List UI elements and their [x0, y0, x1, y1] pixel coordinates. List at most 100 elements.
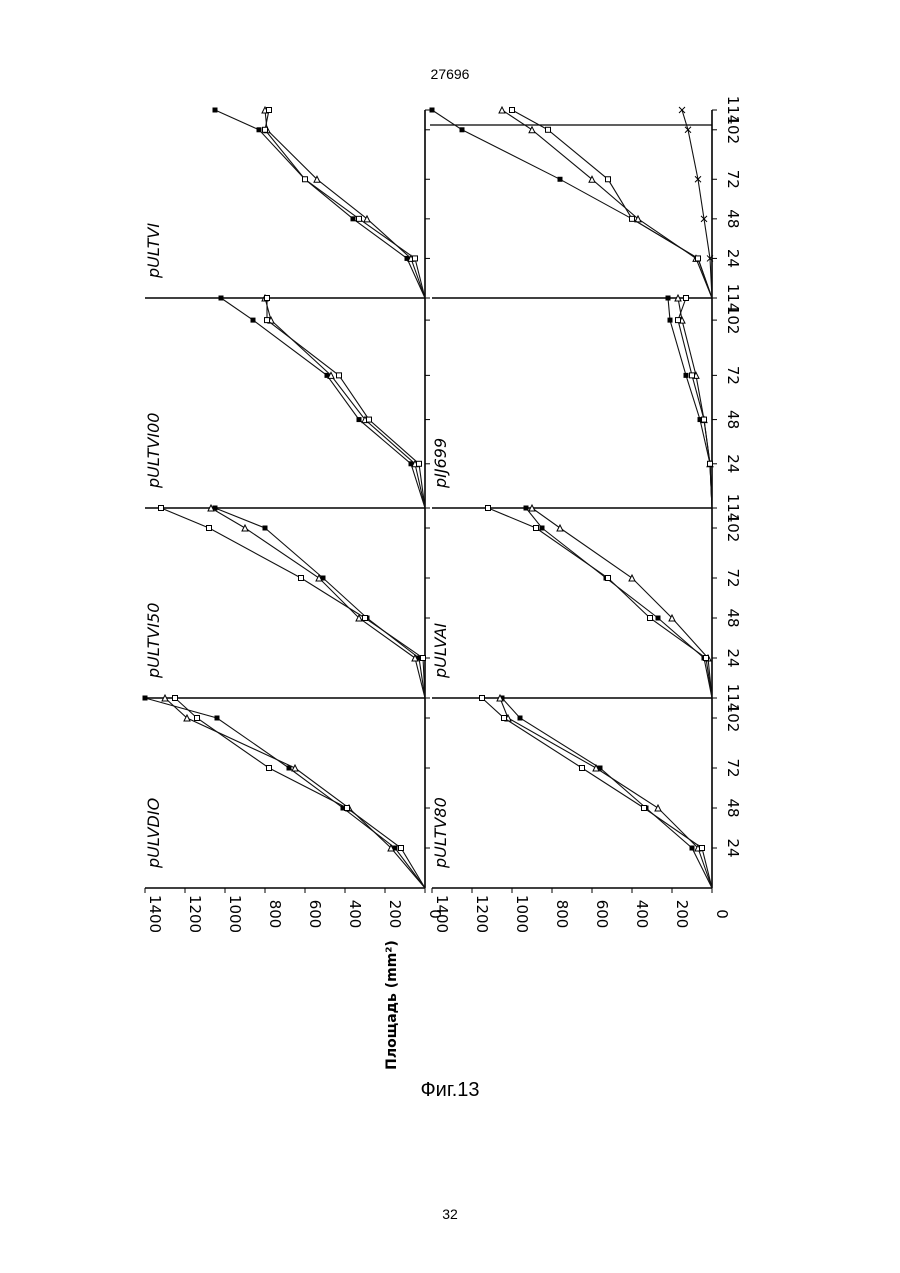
y-tick-label-upper: 1200 [186, 895, 204, 933]
data-point-open-square [648, 616, 653, 621]
x-tick-label: 72 [724, 568, 742, 587]
data-point-open-square [207, 526, 212, 531]
x-tick-label: 48 [724, 608, 742, 627]
data-point-open-square [704, 656, 709, 661]
x-tick-label: 72 [724, 366, 742, 385]
data-point-filled-square [656, 616, 661, 621]
x-tick-label: 24 [724, 648, 742, 667]
series-line [526, 508, 712, 698]
data-point-filled-square [430, 108, 435, 113]
chart-panel: pULTVI [144, 107, 425, 298]
series-line [267, 298, 425, 508]
series-line [211, 508, 425, 698]
data-point-open-square [696, 256, 701, 261]
data-point-filled-square [219, 296, 224, 301]
data-point-open-square [606, 576, 611, 581]
data-point-filled-square [213, 108, 218, 113]
y-tick-label-upper: 200 [386, 900, 404, 929]
chart-panel: pULTV80 [431, 695, 712, 888]
panel-title: pIJ699 [431, 438, 450, 489]
data-point-filled-square [215, 716, 220, 721]
series-line [500, 698, 712, 888]
data-point-open-square [337, 373, 342, 378]
data-point-filled-square [684, 373, 689, 378]
data-point-open-square [486, 506, 491, 511]
data-point-filled-square [518, 716, 523, 721]
y-tick-label-lower: 1200 [473, 895, 491, 933]
chart-panel: pULTVI00 [144, 295, 425, 508]
x-tick-label: 24 [724, 838, 742, 857]
data-point-filled-square [540, 526, 545, 531]
data-point-open-square [265, 318, 270, 323]
x-tick-label: 48 [724, 209, 742, 228]
data-point-open-square [263, 127, 268, 132]
data-point-open-square [357, 216, 362, 221]
figure-caption: Фиг.13 [0, 1079, 900, 1102]
series-line [265, 298, 425, 508]
series-line [265, 110, 425, 298]
y-tick-label-lower: 1000 [513, 895, 531, 933]
data-point-open-square [690, 373, 695, 378]
x-tick-label: 72 [724, 170, 742, 189]
series-line [215, 110, 425, 298]
chart-panel: pULVDIO [143, 695, 426, 888]
series-line [502, 110, 712, 298]
data-point-open-square [546, 127, 551, 132]
series-line [432, 110, 712, 298]
series-line [682, 110, 712, 298]
data-point-open-square [580, 766, 585, 771]
panel-title: pULTVI50 [144, 603, 163, 680]
panel-title: pULTV80 [431, 797, 450, 869]
chart-panel [430, 107, 714, 298]
y-tick-label-upper: 400 [346, 900, 364, 929]
panel-title: pULVAI [431, 623, 450, 679]
data-point-open-square [345, 806, 350, 811]
data-point-open-square [700, 846, 705, 851]
panel-title: pULTVI00 [144, 413, 163, 490]
y-tick-label-upper: 800 [266, 900, 284, 929]
y-tick-label-lower: 200 [673, 900, 691, 929]
panel-title: pULVDIO [144, 798, 163, 869]
y-tick-label-lower: 0 [713, 909, 731, 919]
data-point-open-square [267, 766, 272, 771]
data-point-filled-square [668, 318, 673, 323]
data-point-filled-square [666, 296, 671, 301]
data-point-open-square [630, 216, 635, 221]
data-point-open-square [265, 296, 270, 301]
data-point-open-square [502, 716, 507, 721]
series-line [532, 508, 712, 698]
data-point-open-triangle [529, 127, 535, 133]
data-point-open-triangle [499, 107, 505, 113]
y-tick-label-lower: 800 [553, 900, 571, 929]
data-point-filled-square [690, 846, 695, 851]
data-point-filled-square [357, 417, 362, 422]
data-point-open-square [363, 616, 368, 621]
panel-title: pULTVI [144, 223, 163, 279]
series-line [502, 698, 712, 888]
series-line [265, 110, 425, 298]
y-tick-label-upper: 1400 [146, 895, 164, 933]
series-line [145, 698, 425, 888]
y-tick-label-upper: 1000 [226, 895, 244, 933]
x-tick-label: 24 [724, 454, 742, 473]
y-tick-label-upper: 0 [426, 909, 444, 919]
data-point-open-square [303, 177, 308, 182]
data-point-open-square [534, 526, 539, 531]
series-line [221, 298, 425, 508]
data-point-open-square [642, 806, 647, 811]
x-tick-label: 114 [724, 284, 742, 313]
data-point-filled-square [263, 526, 268, 531]
series-line [668, 298, 712, 508]
x-tick-label: 114 [724, 684, 742, 713]
data-point-open-square [159, 506, 164, 511]
data-point-open-square [413, 256, 418, 261]
page-number: 32 [0, 1206, 900, 1222]
series-line [215, 508, 425, 698]
data-point-filled-square [351, 216, 356, 221]
chart-panel: pULTVI50 [144, 505, 426, 698]
data-point-open-square [173, 696, 178, 701]
x-tick-label: 48 [724, 798, 742, 817]
series-line [488, 508, 712, 698]
data-point-filled-square [558, 177, 563, 182]
data-point-open-square [195, 716, 200, 721]
